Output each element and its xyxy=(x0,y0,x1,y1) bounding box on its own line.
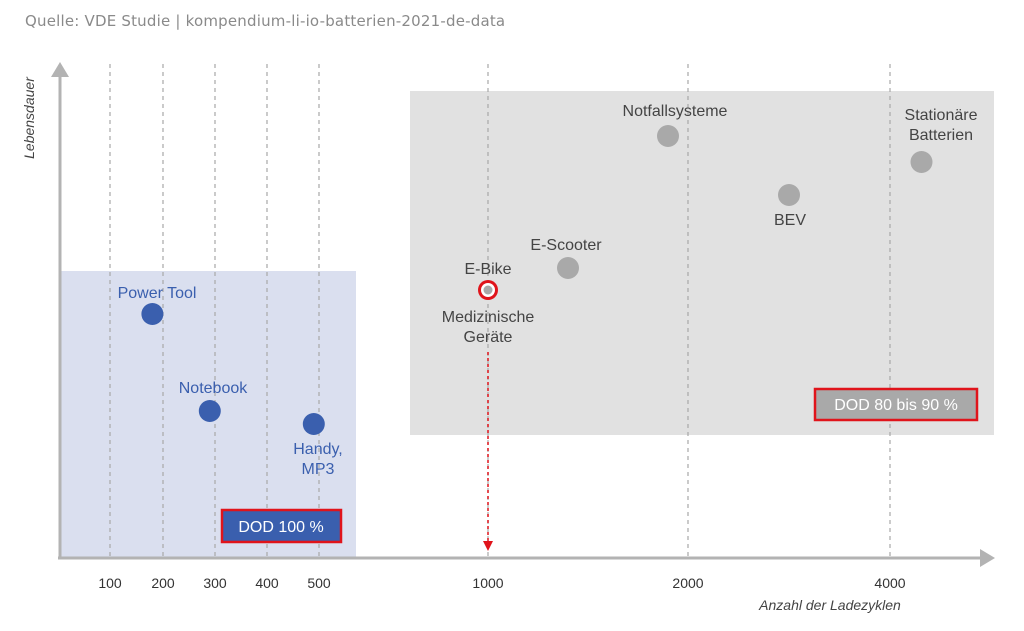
point-bev xyxy=(778,184,800,206)
y-axis-arrow xyxy=(51,62,69,77)
dod-100-badge-box xyxy=(220,508,343,544)
point-notfallsysteme xyxy=(657,125,679,147)
x-tick-1000: 1000 xyxy=(472,575,503,591)
point-power-tool xyxy=(141,303,164,325)
label-handy-mp3-line1: Handy, xyxy=(293,441,343,458)
dod-100-badge: DOD 100 % xyxy=(238,519,323,536)
point-ebike-medizinische-geraete xyxy=(483,285,493,295)
x-tick-100: 100 xyxy=(98,575,122,591)
label-station-re-batterien-line2: Batterien xyxy=(909,127,973,144)
label-medizinische-ger-te-line2: Geräte xyxy=(464,329,513,346)
label-e-bike: E-Bike xyxy=(464,261,511,278)
x-tick-4000: 4000 xyxy=(874,575,905,591)
label-medizinische-ger-te-line1: Medizinische xyxy=(442,309,535,326)
dod-80-90-badge-box xyxy=(813,387,979,422)
x-tick-400: 400 xyxy=(255,575,279,591)
label-power-tool: Power Tool xyxy=(118,285,197,302)
source-note: Quelle: VDE Studie | kompendium-li-io-ba… xyxy=(25,12,506,30)
x-tick-labels: 100 200 300 400 500 1000 2000 4000 xyxy=(98,575,905,591)
label-handy-mp3-line2: MP3 xyxy=(302,461,335,478)
dod-80-90-badge: DOD 80 bis 90 % xyxy=(834,397,958,414)
y-axis-title: Lebensdauer xyxy=(21,76,37,159)
x-tick-300: 300 xyxy=(203,575,227,591)
dod-80-90-region xyxy=(410,91,994,435)
label-e-scooter: E-Scooter xyxy=(530,237,602,254)
point-handy-mp3 xyxy=(302,413,325,435)
x-tick-2000: 2000 xyxy=(672,575,703,591)
point-labels: Power Tool Notebook Handy, MP3 E-Bike Medizin… xyxy=(118,103,978,478)
gridlines xyxy=(109,64,891,556)
x-tick-200: 200 xyxy=(151,575,175,591)
point-notebook xyxy=(198,400,221,422)
x-tick-500: 500 xyxy=(307,575,331,591)
label-station-re-batterien-line1: Stationäre xyxy=(905,107,978,124)
point-e-scooter xyxy=(557,257,579,279)
x-axis-arrow xyxy=(980,549,995,567)
label-notebook: Notebook xyxy=(179,380,248,397)
point-station-re-batterien xyxy=(910,151,933,173)
label-bev: BEV xyxy=(774,212,806,229)
label-notfallsysteme: Notfallsysteme xyxy=(623,103,728,120)
x-axis-title: Anzahl der Ladezyklen xyxy=(758,597,901,613)
data-points xyxy=(141,125,933,435)
